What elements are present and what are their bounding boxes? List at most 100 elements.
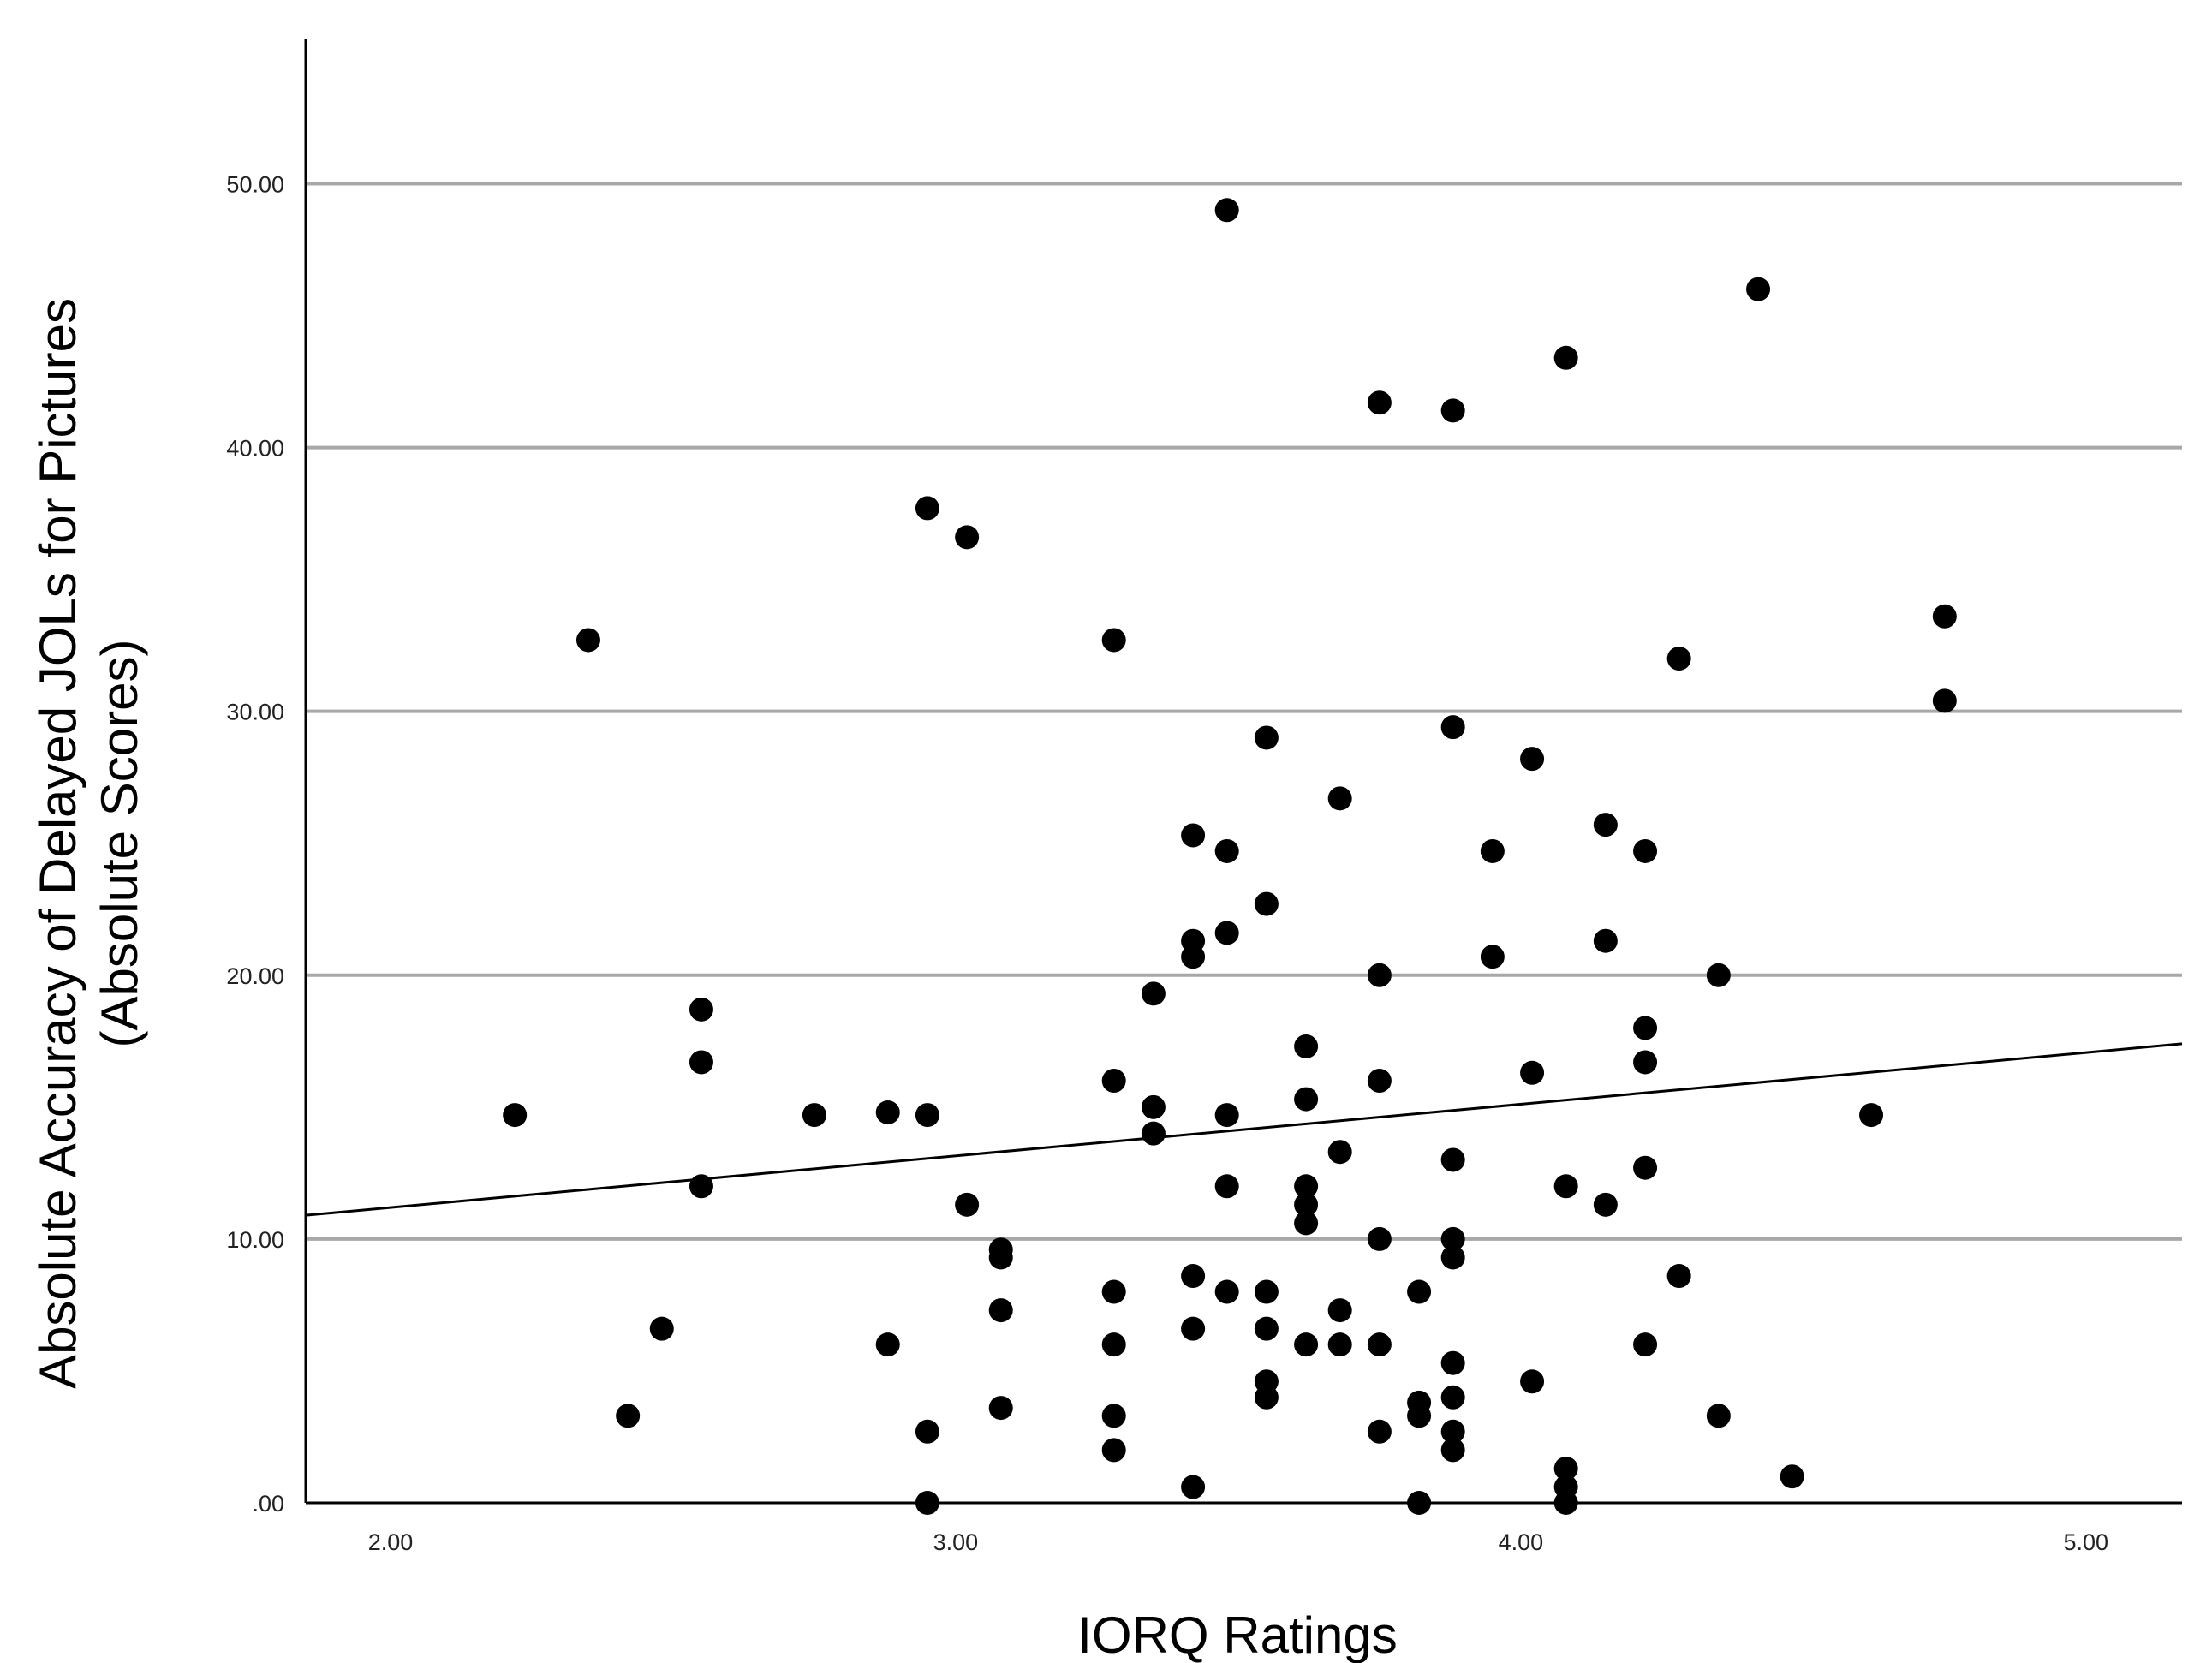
data-point	[1327, 1140, 1352, 1165]
data-point	[1780, 1464, 1804, 1489]
data-point	[1367, 390, 1392, 415]
data-point	[1440, 1245, 1465, 1270]
data-point	[1706, 1404, 1731, 1428]
data-point	[1480, 838, 1505, 863]
data-point	[1553, 1174, 1578, 1199]
x-axis-title: IORQ Ratings	[1077, 1606, 1397, 1663]
data-point	[1666, 647, 1691, 671]
data-point	[1294, 1174, 1319, 1199]
data-point	[1254, 1385, 1279, 1410]
data-point	[616, 1404, 641, 1428]
data-point	[1633, 1155, 1658, 1180]
x-tick-label: 2.00	[368, 1529, 414, 1555]
data-point	[1254, 725, 1279, 750]
data-point	[1101, 1404, 1126, 1428]
data-point	[875, 1100, 900, 1124]
gridlines	[306, 182, 2182, 1241]
data-point	[1440, 398, 1465, 423]
data-point	[1367, 1332, 1392, 1357]
data-point	[955, 525, 980, 550]
data-point	[1141, 981, 1166, 1006]
data-point	[1254, 891, 1279, 916]
data-point	[1294, 1087, 1319, 1112]
data-point	[1101, 1279, 1126, 1304]
data-point	[575, 628, 600, 653]
data-point	[1553, 1456, 1578, 1481]
data-point	[1440, 1419, 1465, 1444]
data-point	[1367, 1419, 1392, 1444]
data-point	[1214, 1103, 1239, 1128]
data-point	[1520, 1060, 1545, 1085]
y-tick-label: 20.00	[226, 963, 284, 989]
data-point	[1440, 1350, 1465, 1375]
data-point	[1294, 1034, 1319, 1058]
data-point	[1440, 1438, 1465, 1463]
data-point	[1101, 1332, 1126, 1357]
data-point	[689, 1174, 713, 1199]
data-point	[1214, 838, 1239, 863]
y-tick-label: 30.00	[226, 700, 284, 725]
data-point	[1294, 1332, 1319, 1357]
data-point	[1593, 813, 1618, 837]
data-point	[1214, 1174, 1239, 1199]
data-point	[875, 1332, 900, 1357]
data-point	[1633, 1332, 1658, 1357]
data-point	[1327, 786, 1352, 811]
data-point	[1520, 1369, 1545, 1394]
data-point	[1666, 1264, 1691, 1289]
data-point	[1633, 1016, 1658, 1040]
data-point	[1141, 1121, 1166, 1146]
data-point	[1932, 604, 1957, 629]
x-tick-label: 3.00	[933, 1529, 979, 1555]
data-point	[1440, 1385, 1465, 1410]
data-point	[915, 496, 939, 521]
data-point	[1101, 628, 1126, 653]
data-point	[1706, 963, 1731, 987]
data-point	[1294, 1192, 1319, 1217]
data-point	[1101, 1438, 1126, 1463]
data-point	[1181, 1316, 1206, 1341]
data-point	[915, 1103, 939, 1128]
data-point	[1633, 1050, 1658, 1075]
data-point	[988, 1396, 1013, 1421]
data-point	[1440, 1226, 1465, 1251]
y-tick-label: 50.00	[226, 171, 284, 197]
data-point	[1101, 1069, 1126, 1094]
data-point	[1407, 1279, 1432, 1304]
data-point	[1367, 1069, 1392, 1094]
data-point	[1746, 277, 1771, 301]
data-point	[1214, 921, 1239, 945]
data-point	[1407, 1404, 1432, 1428]
axes	[304, 39, 2182, 1505]
data-points	[503, 198, 1957, 1515]
data-point	[1367, 1226, 1392, 1251]
data-point	[1859, 1103, 1884, 1128]
data-point	[988, 1245, 1013, 1270]
data-point	[1254, 1279, 1279, 1304]
data-point	[503, 1103, 528, 1128]
data-point	[988, 1298, 1013, 1323]
data-point	[802, 1103, 826, 1128]
data-point	[1593, 1192, 1618, 1217]
fit-line	[305, 1042, 2183, 1217]
data-point	[1440, 1147, 1465, 1172]
data-point	[1367, 963, 1392, 987]
data-point	[1181, 945, 1206, 969]
data-point	[1440, 715, 1465, 740]
x-tick-labels: 2.00 3.00 4.00 5.00	[368, 1529, 2108, 1555]
data-point	[1141, 1094, 1166, 1119]
y-axis-title-line-2: (Absolute Scores)	[91, 640, 148, 1048]
data-point	[1327, 1298, 1352, 1323]
data-point	[1553, 345, 1578, 370]
data-point	[1520, 747, 1545, 772]
data-point	[1254, 1316, 1279, 1341]
x-tick-label: 4.00	[1499, 1529, 1544, 1555]
y-tick-label: .00	[252, 1491, 284, 1517]
y-axis-title: Absolute Accuracy of Delayed JOLs for Pi…	[29, 298, 148, 1389]
data-point	[955, 1192, 980, 1217]
data-point	[1294, 1211, 1319, 1236]
data-point	[689, 1050, 713, 1075]
data-point	[1633, 838, 1658, 863]
data-point	[1214, 198, 1239, 223]
